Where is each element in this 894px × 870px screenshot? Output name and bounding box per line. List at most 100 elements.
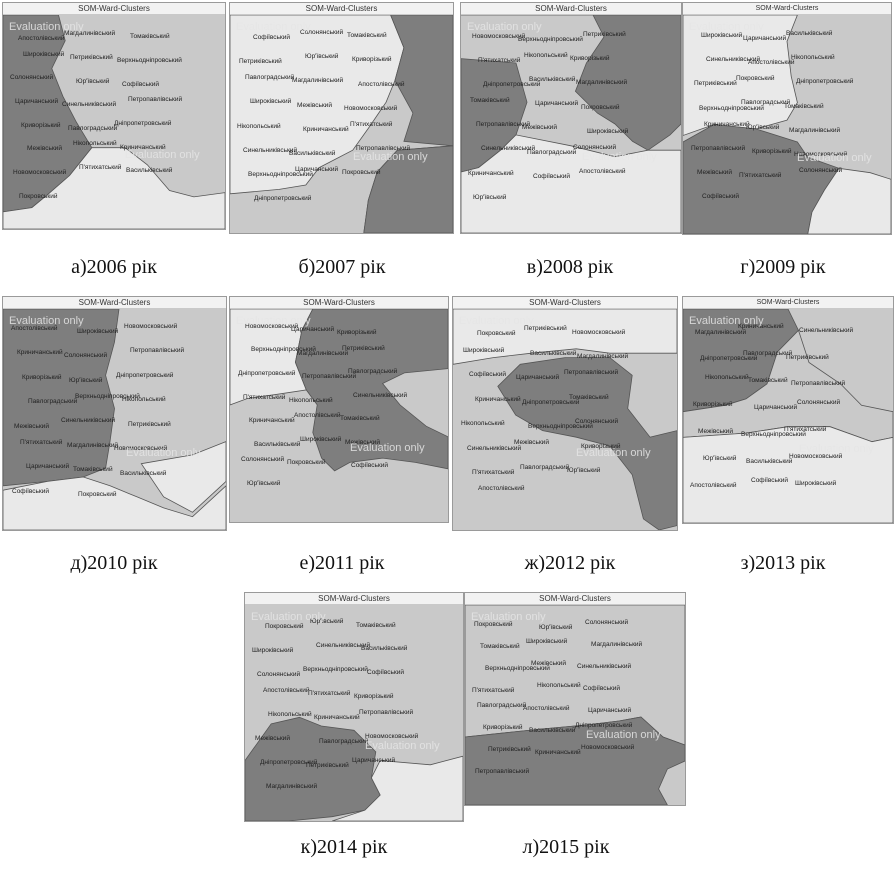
cluster-regions: [683, 309, 893, 523]
district-label: Новомосковський: [344, 105, 398, 112]
district-label: Юр'ївський: [539, 624, 573, 631]
district-label: Софіївський: [351, 462, 389, 469]
district-label: Новомосковський: [572, 329, 626, 336]
district-label: Софіївський: [469, 371, 507, 378]
district-label: Васильківський: [529, 76, 576, 83]
district-label: Криничанський: [314, 714, 360, 721]
cluster-map-panel: SOM-Ward-Clusters Апостолівський Магдалині…: [2, 2, 226, 230]
district-label: Солонянський: [241, 456, 285, 463]
district-label: Криничанський: [535, 749, 581, 756]
year-caption: в)2008 рік: [526, 256, 614, 278]
district-label: Широківський: [701, 32, 743, 39]
district-label: Васильківський: [746, 458, 793, 465]
district-label: Петропавлівський: [564, 369, 619, 376]
evaluation-watermark: Evaluation only: [251, 611, 326, 623]
district-label: Петропавлівський: [476, 121, 531, 128]
district-label: Томаківський: [340, 415, 380, 422]
district-label: Дніпропетровський: [260, 759, 318, 766]
panel-title: SOM-Ward-Clusters: [465, 593, 685, 605]
district-label: Апостолівський: [11, 325, 58, 332]
district-label: Синельниківський: [316, 642, 371, 649]
cluster-region: [294, 309, 448, 472]
cluster-map-panel: SOM-Ward-Clusters Покровський Петриківськи…: [452, 296, 678, 531]
cluster-region: [3, 476, 226, 530]
district-label: Криворізький: [570, 55, 610, 62]
cluster-map-panel: SOM-Ward-Clusters Новомосковський Верхньод…: [460, 2, 682, 234]
district-label: Томаківський: [480, 643, 520, 650]
district-label: П'ятихатський: [243, 394, 286, 401]
district-label: Межівський: [522, 124, 557, 131]
evaluation-watermark: Evaluation only: [689, 21, 764, 33]
cluster-region: [453, 309, 677, 365]
district-label: Юр'ївський: [247, 480, 281, 487]
district-label: Томаківський: [73, 466, 113, 473]
district-label: Дніпропетровський: [254, 195, 312, 202]
district-label: Синельниківський: [62, 101, 117, 108]
cluster-region: [461, 15, 681, 151]
district-label: Дніпропетровський: [522, 399, 580, 406]
district-label: Синельниківський: [353, 392, 408, 399]
district-label: Петропавлівський: [791, 380, 846, 387]
district-label: Широківський: [250, 98, 292, 105]
district-label: Павлоградський: [743, 350, 793, 357]
district-label: Солонянський: [799, 167, 843, 174]
district-label: Царичанський: [15, 98, 59, 105]
district-label: Верхньодніпровський: [485, 665, 550, 672]
district-label: Царичанський: [516, 374, 560, 381]
district-label: Широківський: [526, 638, 568, 645]
evaluation-watermark: Evaluation only: [586, 729, 661, 741]
cluster-regions: [3, 15, 225, 229]
district-label: Юр'ївський: [69, 377, 103, 384]
district-label: П'ятихатський: [472, 469, 515, 476]
district-label: Синельниківський: [481, 145, 536, 152]
panel-title: SOM-Ward-Clusters: [453, 297, 677, 309]
district-label: Петриківський: [583, 31, 626, 38]
district-label: Царичанський: [743, 35, 787, 42]
district-label: Магдалинівський: [577, 353, 629, 360]
district-label: Межівський: [27, 145, 62, 152]
panel-title: SOM-Ward-Clusters: [3, 297, 226, 309]
district-label: Криворізький: [752, 148, 792, 155]
district-label: Васильківський: [529, 727, 576, 734]
district-label: Верхньодніпровський: [248, 171, 313, 178]
district-label: Межівський: [514, 439, 549, 446]
cluster-map-panel: SOM-Ward-Clusters Магдалинівський Криничан…: [682, 296, 894, 524]
district-label: Новомосковський: [13, 169, 67, 176]
district-label: Дніпропетровський: [116, 372, 174, 379]
district-label: Новомосковський: [794, 151, 848, 158]
district-label: Павлоградський: [527, 149, 577, 156]
evaluation-watermark: Evaluation only: [9, 21, 84, 33]
evaluation-watermark: Evaluation only: [797, 152, 872, 164]
district-label: Дніпропетровський: [483, 81, 541, 88]
district-label: Нікопольський: [73, 140, 117, 147]
cluster-map-panel: SOM-Ward-Clusters Апостолівський Широківсь…: [2, 296, 227, 531]
district-label: Нікопольський: [289, 397, 333, 404]
district-label: Царичанський: [295, 166, 339, 173]
district-label: Межівський: [297, 102, 332, 109]
district-label: Синельниківський: [467, 445, 522, 452]
evaluation-watermark: Evaluation only: [365, 740, 440, 752]
district-label: Петропавлівський: [475, 768, 530, 775]
district-label: Нікопольський: [461, 420, 505, 427]
cluster-regions: [245, 605, 463, 821]
district-label: Широківський: [463, 347, 505, 354]
district-label: П'ятихатський: [472, 687, 515, 694]
district-label: Криворізький: [352, 56, 392, 63]
district-label: Дніпропетровський: [238, 370, 296, 377]
cluster-regions: [230, 15, 453, 233]
district-label: Нікопольський: [524, 52, 568, 59]
cluster-region: [140, 441, 226, 513]
evaluation-watermark: Evaluation only: [236, 21, 311, 33]
district-label: Павлоградський: [348, 368, 398, 375]
district-label: Петропавлівський: [691, 145, 746, 152]
cluster-region: [3, 147, 225, 229]
district-label: Криничанський: [120, 144, 166, 151]
cluster-map-panel: SOM-Ward-Clusters Широківський Царичанськи…: [682, 2, 892, 235]
panel-title: SOM-Ward-Clusters: [230, 3, 453, 15]
cluster-regions: [230, 309, 448, 522]
panel-title: SOM-Ward-Clusters: [245, 593, 463, 605]
year-caption: ж)2012 рік: [524, 552, 616, 574]
district-label: Межівський: [697, 169, 732, 176]
district-label: Царичанський: [291, 326, 335, 333]
district-label: Петропавлівський: [356, 145, 411, 152]
